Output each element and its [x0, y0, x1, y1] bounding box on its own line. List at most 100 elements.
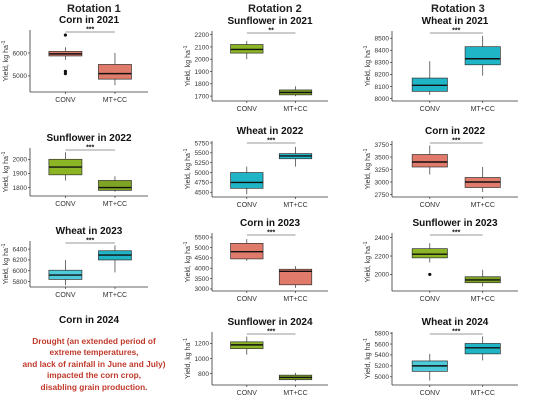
outlier-point [428, 272, 432, 277]
y-axis-label: Yield, kg ha-1 [183, 241, 192, 282]
x-tick-label: CONV [237, 202, 258, 209]
y-axis-label: Yield, kg ha-1 [363, 338, 372, 379]
box-conv [48, 33, 83, 76]
panel-title: Sunflower in 2023 [412, 218, 497, 229]
x-tick-label: MT+CC [103, 201, 127, 208]
box-mt-cc [464, 167, 501, 192]
y-tick-label: 800 [198, 371, 209, 378]
box-conv [48, 152, 83, 181]
y-tick-label: 2000 [195, 57, 210, 64]
y-tick-label: 5250 [195, 160, 210, 167]
panel-title: Wheat in 2021 [422, 16, 489, 27]
y-tick-label: 5400 [375, 352, 390, 359]
y-tick-label: 3500 [195, 276, 210, 283]
y-tick-label: 8500 [375, 36, 390, 43]
panel-title: Corn in 2023 [240, 218, 300, 229]
y-tick-label: 5500 [195, 150, 210, 157]
drought-note: Drought (an extended period of extreme t… [14, 336, 174, 393]
box-conv [230, 166, 264, 195]
panel-3: Wheat in 2021 Yield, kg ha-1 8000 8100 8200 8… [363, 16, 518, 113]
box-body [464, 46, 501, 66]
box-conv [48, 259, 83, 286]
significance-label: *** [452, 138, 460, 145]
y-tick-label: 2000 [375, 272, 390, 279]
y-tick-label: 3500 [375, 154, 390, 161]
y-tick-label: 5750 [195, 140, 210, 147]
x-tick-label: MT+CC [103, 292, 127, 299]
significance-label: *** [452, 329, 460, 336]
significance-label: *** [267, 138, 275, 145]
box-conv [411, 353, 448, 381]
box-conv [230, 336, 264, 355]
box-mt-cc [98, 176, 132, 192]
box-conv [230, 239, 264, 261]
y-tick-label: 4500 [195, 190, 210, 197]
y-tick-label: 2200 [375, 253, 390, 260]
significance-label: *** [86, 27, 94, 34]
y-tick-label: 2400 [375, 235, 390, 242]
y-tick-label: 1800 [13, 185, 28, 192]
panel-title: Sunflower in 2022 [46, 133, 131, 144]
box-conv [411, 145, 448, 175]
x-tick-label: CONV [55, 201, 76, 208]
x-tick-label: MT+CC [283, 390, 307, 397]
y-tick-label: 3250 [375, 167, 390, 174]
y-tick-label: 1900 [195, 69, 210, 76]
box-body [278, 268, 313, 286]
y-tick-label: 5200 [375, 363, 390, 370]
box-body [230, 172, 264, 189]
y-tick-label: 3000 [375, 179, 390, 186]
y-tick-label: 1900 [13, 171, 28, 178]
y-tick-label: 8300 [375, 60, 390, 67]
y-axis-label: Yield, kg ha-1 [1, 40, 10, 81]
y-tick-label: 5000 [195, 170, 210, 177]
y-axis-label: Yield, kg ha-1 [183, 148, 192, 189]
box-mt-cc [98, 52, 132, 86]
drought-line-1: Drought (an extended period of [32, 336, 156, 346]
significance-label: *** [86, 238, 94, 245]
y-tick-label: 1800 [195, 81, 210, 88]
y-axis-label: Yield, kg ha-1 [1, 243, 10, 284]
outlier-point [63, 72, 67, 76]
box-body [464, 343, 501, 355]
y-tick-label: 2100 [195, 44, 210, 51]
y-axis-label: Yield, kg ha-1 [363, 148, 372, 189]
x-tick-label: MT+CC [283, 202, 307, 209]
y-tick-label: 1700 [195, 93, 210, 100]
panel-title: Sunflower in 2021 [227, 16, 312, 27]
rotation-2-header: Rotation 2 [248, 3, 302, 15]
y-tick-label: 8100 [375, 84, 390, 91]
y-tick-label: 2200 [195, 32, 210, 39]
drought-panel-title: Corn in 2024 [59, 315, 119, 326]
outlier-point [63, 33, 67, 37]
box-conv [230, 40, 264, 60]
x-tick-label: MT+CC [471, 202, 495, 209]
box-body [98, 64, 132, 80]
box-mt-cc [278, 372, 313, 382]
box-mt-cc [464, 35, 501, 76]
rotation-1-header: Rotation 1 [67, 3, 121, 15]
outlier-point [63, 69, 67, 73]
panel-title: Sunflower in 2024 [227, 317, 312, 328]
x-tick-label: CONV [55, 292, 76, 299]
drought-line-2: extreme temperatures, [49, 347, 139, 358]
panel-title: Wheat in 2022 [237, 126, 304, 137]
y-tick-label: 6200 [13, 257, 28, 264]
x-tick-label: MT+CC [103, 97, 127, 104]
drought-line-4: impacted the corn crop, [46, 370, 142, 381]
box-mt-cc [278, 146, 313, 167]
box-mt-cc [278, 86, 313, 97]
y-tick-label: 3000 [195, 286, 210, 293]
x-tick-label: MT+CC [471, 390, 495, 397]
y-tick-label: 5600 [375, 341, 390, 348]
box-conv [411, 243, 448, 277]
y-tick-label: 5800 [13, 279, 28, 286]
